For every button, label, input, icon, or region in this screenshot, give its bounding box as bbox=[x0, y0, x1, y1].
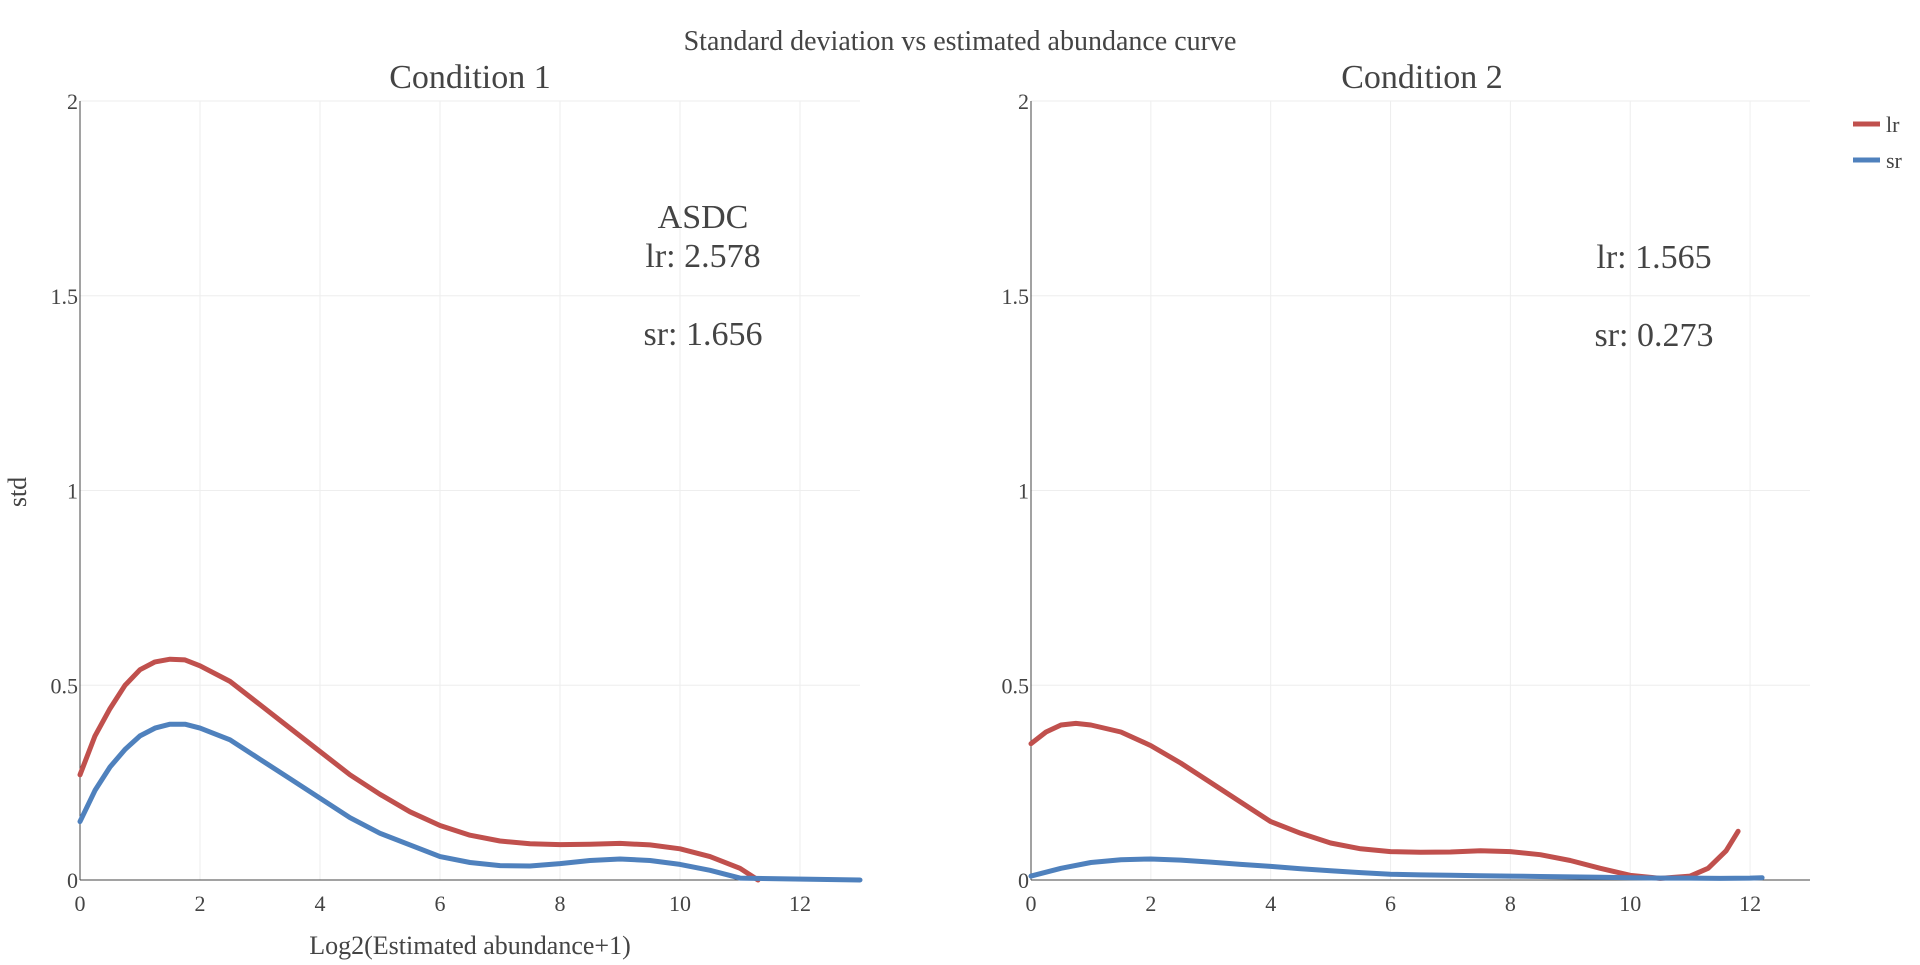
panel-1-y-tick-label: 0.5 bbox=[51, 673, 79, 698]
panel-1-subtitle: Condition 1 bbox=[389, 59, 551, 96]
panel-1-series-lr bbox=[77, 656, 761, 883]
panel-2-x-tick-label: 12 bbox=[1739, 891, 1761, 916]
panel-2-x-tick-label: 2 bbox=[1145, 891, 1156, 916]
panel-2-y-tick-label: 2 bbox=[1018, 89, 1029, 114]
panel-1-y-tick-label: 1 bbox=[67, 479, 78, 504]
x-axis-label: Log2(Estimated abundance+1) bbox=[309, 931, 631, 960]
panel-1-annotation-line: lr: 2.578 bbox=[645, 238, 760, 275]
panel-1-series-sr bbox=[77, 721, 863, 883]
panel-1-x-tick-label: 10 bbox=[669, 891, 691, 916]
panel-1-y-tick-label: 0 bbox=[67, 868, 78, 893]
legend-sr-label: sr bbox=[1886, 148, 1903, 173]
chart-title: Standard deviation vs estimated abundanc… bbox=[684, 26, 1237, 57]
panel-2-x-tick-label: 10 bbox=[1619, 891, 1641, 916]
legend-lr-label: lr bbox=[1886, 112, 1900, 137]
panel-1-x-tick-label: 2 bbox=[195, 891, 206, 916]
panel-2-y-tick-label: 0.5 bbox=[1002, 673, 1030, 698]
panel-2-plot: 0 2 4 6 8 10 12 0 0.5 1 1.5 2 lr: 1.565 sr: 0.273 bbox=[1002, 89, 1810, 916]
panel-1-x-tick-label: 4 bbox=[315, 891, 326, 916]
legend: lr sr bbox=[1853, 112, 1903, 173]
panel-2-subtitle: Condition 2 bbox=[1341, 59, 1503, 96]
panel-2-x-tick-label: 8 bbox=[1505, 891, 1516, 916]
panel-2-annotation-line: lr: 1.565 bbox=[1596, 239, 1711, 276]
panel-1-x-tick-label: 12 bbox=[789, 891, 811, 916]
panel-2-y-tick-label: 1 bbox=[1018, 479, 1029, 504]
panel-1-x-tick-label: 6 bbox=[435, 891, 446, 916]
panel-2-y-tick-label: 0 bbox=[1018, 868, 1029, 893]
panel-2-x-tick-label: 4 bbox=[1265, 891, 1276, 916]
panel-2-x-tick-label: 0 bbox=[1026, 891, 1037, 916]
panel-2-x-tick-label: 6 bbox=[1385, 891, 1396, 916]
panel-1-x-tick-label: 8 bbox=[555, 891, 566, 916]
panel-2-series-sr bbox=[1028, 856, 1765, 881]
panel-1-annotation-line: ASDC bbox=[658, 199, 749, 236]
panel-1-annotation-line: sr: 1.656 bbox=[644, 316, 763, 353]
panel-2-series-lr bbox=[1028, 720, 1741, 881]
panel-1-x-tick-label: 0 bbox=[75, 891, 86, 916]
panel-2-y-tick-label: 1.5 bbox=[1002, 284, 1030, 309]
panel-1-y-tick-label: 2 bbox=[67, 89, 78, 114]
panel-2-annotation-line: sr: 0.273 bbox=[1595, 317, 1714, 354]
y-axis-label: std bbox=[3, 477, 32, 507]
panel-1-y-tick-label: 1.5 bbox=[51, 284, 79, 309]
